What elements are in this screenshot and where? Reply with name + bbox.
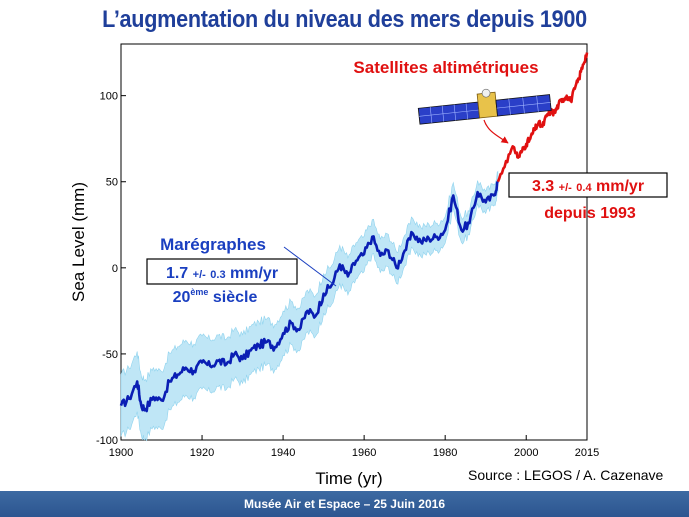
sat-rate: 3.3 +/- 0.4 mm/yr — [532, 178, 644, 195]
x-tick-label: 1960 — [352, 447, 376, 459]
x-axis-label: Time (yr) — [315, 469, 382, 488]
tide-rate-box — [146, 258, 298, 285]
tide-label: Marégraphes — [160, 235, 266, 254]
satellite-label: Satellites altimétriques — [353, 58, 538, 77]
y-tick-label: 100 — [100, 91, 118, 103]
tide-century: 20ème siècle — [173, 287, 258, 306]
series-line-satellites — [496, 52, 589, 183]
tide-rate: 1.7 +/- 0.3 mm/yr — [166, 265, 278, 282]
x-tick-label: 1920 — [190, 447, 214, 459]
sea-level-chart: -100 -50 0 50 100 1900 1920 1940 1960 1980 2000 20… — [69, 43, 668, 488]
tide-annotation: Marégraphes 1.7 +/- 0.3 mm/yr 20ème sièc… — [146, 235, 337, 306]
x-tick-label: 1900 — [109, 447, 133, 459]
y-tick-label: 0 — [112, 263, 118, 275]
tide-pointer — [283, 246, 337, 287]
page-title: L’augmentation du niveau des mers depuis… — [102, 6, 587, 33]
y-axis-label: Sea Level (mm) — [69, 182, 88, 302]
plot-frame — [120, 43, 588, 441]
sat-annotation: Satellites altimétriques 3.3 +/- 0.4 mm/… — [353, 58, 668, 222]
sat-rate-box — [508, 172, 668, 198]
uncertainty-band — [120, 170, 499, 442]
y-tick-label: 50 — [106, 177, 118, 189]
sat-pointer — [483, 119, 509, 144]
footer-bar: Musée Air et Espace – 25 Juin 2016 — [0, 491, 689, 517]
sat-since: depuis 1993 — [544, 205, 636, 222]
x-tick-label: 2015 — [575, 447, 599, 459]
x-axis-ticks: 1900 1920 1940 1960 1980 2000 2015 — [109, 435, 599, 459]
source-label: Source : LEGOS / A. Cazenave — [468, 467, 664, 483]
x-tick-label: 2000 — [514, 447, 538, 459]
y-tick-label: -100 — [96, 435, 118, 447]
satellite-icon — [417, 88, 552, 125]
y-axis-ticks: -100 -50 0 50 100 — [96, 91, 126, 447]
series-line-maregraphes — [119, 180, 499, 413]
x-tick-label: 1940 — [271, 447, 295, 459]
y-tick-label: -50 — [102, 349, 118, 361]
x-tick-label: 1980 — [433, 447, 457, 459]
